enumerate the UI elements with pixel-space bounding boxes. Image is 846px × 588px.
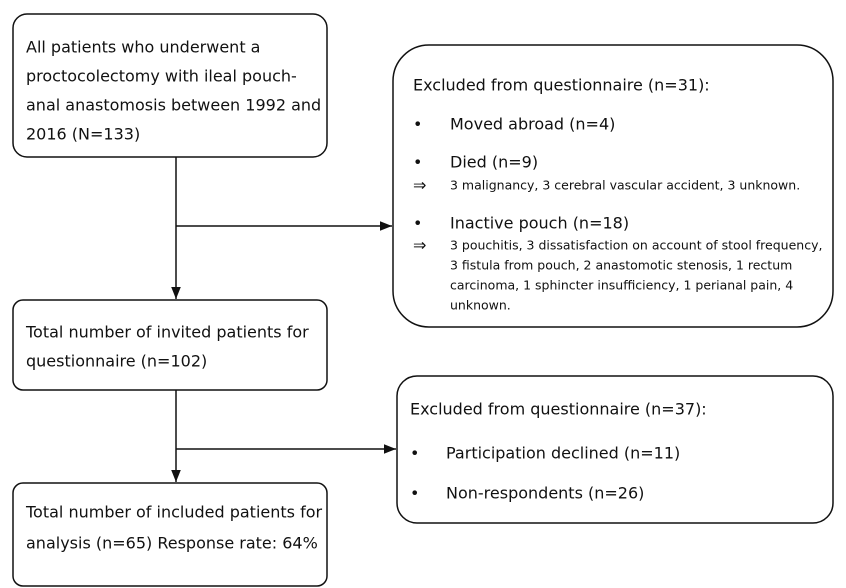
arrow-symbol: ⇒ [413,236,426,255]
node-title: Excluded from questionnaire (n=37): [410,400,707,419]
node-text: analysis (n=65) Response rate: 64% [26,534,318,553]
bullet: • [413,214,422,233]
node-box [12,299,328,391]
bullet: • [410,484,419,503]
node-text: anal anastomosis between 1992 and [26,96,321,115]
node-box [12,13,328,158]
node-item: Moved abroad (n=4) [450,115,615,134]
bullet: • [410,444,419,463]
node-box [12,482,328,587]
node-detail: unknown. [450,298,511,313]
node-item: Participation declined (n=11) [446,444,680,463]
node-text: Total number of included patients for [25,503,322,522]
arrow-symbol: ⇒ [413,176,426,195]
bullet: • [413,153,422,172]
bullet: • [413,115,422,134]
node-detail: 3 pouchitis, 3 dissatisfaction on accoun… [450,238,822,253]
node-detail: 3 fistula from pouch, 2 anastomotic sten… [450,258,792,273]
node-item: Non-respondents (n=26) [446,484,644,503]
node-box [392,44,834,328]
node-text: Total number of invited patients for [25,323,309,342]
node-title: Excluded from questionnaire (n=31): [413,76,710,95]
node-detail: carcinoma, 1 sphincter insufficiency, 1 … [450,278,793,293]
node-item: Died (n=9) [450,153,538,172]
node-text: questionnaire (n=102) [26,352,207,371]
node-text: proctocolectomy with ileal pouch- [26,67,297,86]
node-text: 2016 (N=133) [26,125,140,144]
node-text: All patients who underwent a [26,38,260,57]
node-box [396,375,834,524]
node-detail: 3 malignancy, 3 cerebral vascular accide… [450,178,800,193]
node-item: Inactive pouch (n=18) [450,214,629,233]
